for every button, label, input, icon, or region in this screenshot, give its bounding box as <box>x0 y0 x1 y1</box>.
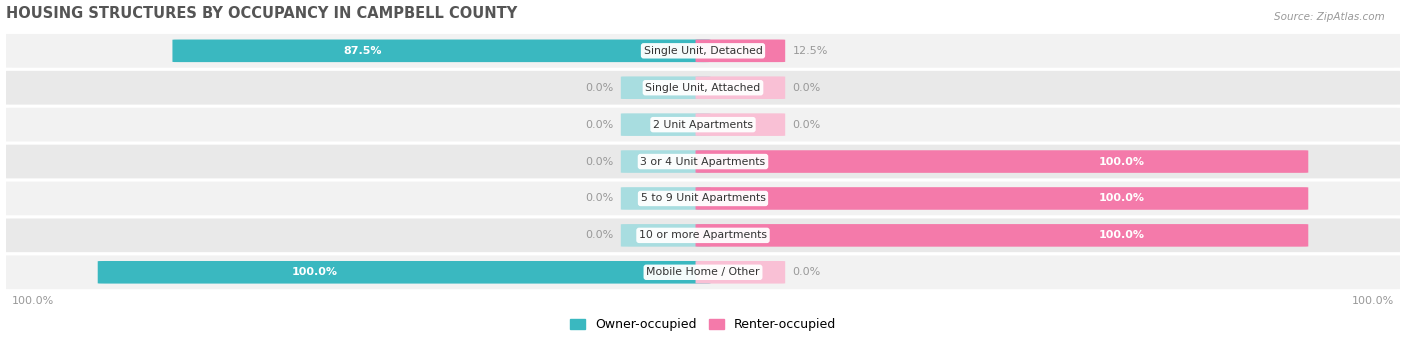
Text: 0.0%: 0.0% <box>793 120 821 130</box>
Text: 100.0%: 100.0% <box>1098 157 1144 166</box>
FancyBboxPatch shape <box>696 224 1308 247</box>
FancyBboxPatch shape <box>0 143 1406 180</box>
Text: 3 or 4 Unit Apartments: 3 or 4 Unit Apartments <box>641 157 765 166</box>
Text: 100.0%: 100.0% <box>11 296 53 306</box>
Text: 5 to 9 Unit Apartments: 5 to 9 Unit Apartments <box>641 193 765 204</box>
Text: 87.5%: 87.5% <box>343 46 382 56</box>
FancyBboxPatch shape <box>621 187 710 210</box>
FancyBboxPatch shape <box>696 150 1308 173</box>
FancyBboxPatch shape <box>0 32 1406 69</box>
Text: 10 or more Apartments: 10 or more Apartments <box>638 231 768 240</box>
FancyBboxPatch shape <box>696 113 785 136</box>
FancyBboxPatch shape <box>0 106 1406 143</box>
FancyBboxPatch shape <box>0 217 1406 254</box>
Text: 0.0%: 0.0% <box>585 157 613 166</box>
Text: Single Unit, Detached: Single Unit, Detached <box>644 46 762 56</box>
FancyBboxPatch shape <box>0 180 1406 217</box>
Text: 0.0%: 0.0% <box>585 193 613 204</box>
FancyBboxPatch shape <box>621 76 710 99</box>
Text: 2 Unit Apartments: 2 Unit Apartments <box>652 120 754 130</box>
FancyBboxPatch shape <box>98 261 710 284</box>
Text: 100.0%: 100.0% <box>1353 296 1395 306</box>
Text: Source: ZipAtlas.com: Source: ZipAtlas.com <box>1274 12 1385 22</box>
FancyBboxPatch shape <box>621 113 710 136</box>
Text: 0.0%: 0.0% <box>585 120 613 130</box>
FancyBboxPatch shape <box>173 40 710 62</box>
Text: 100.0%: 100.0% <box>1098 231 1144 240</box>
FancyBboxPatch shape <box>696 40 785 62</box>
Text: Single Unit, Attached: Single Unit, Attached <box>645 83 761 93</box>
Text: 0.0%: 0.0% <box>585 231 613 240</box>
Text: 0.0%: 0.0% <box>793 83 821 93</box>
FancyBboxPatch shape <box>696 187 1308 210</box>
Text: 0.0%: 0.0% <box>793 267 821 277</box>
Text: 0.0%: 0.0% <box>585 83 613 93</box>
FancyBboxPatch shape <box>621 224 710 247</box>
Text: HOUSING STRUCTURES BY OCCUPANCY IN CAMPBELL COUNTY: HOUSING STRUCTURES BY OCCUPANCY IN CAMPB… <box>6 5 517 20</box>
FancyBboxPatch shape <box>696 261 785 284</box>
FancyBboxPatch shape <box>0 254 1406 291</box>
Text: 12.5%: 12.5% <box>793 46 828 56</box>
FancyBboxPatch shape <box>621 150 710 173</box>
Legend: Owner-occupied, Renter-occupied: Owner-occupied, Renter-occupied <box>565 313 841 336</box>
Text: 100.0%: 100.0% <box>291 267 337 277</box>
FancyBboxPatch shape <box>0 70 1406 106</box>
FancyBboxPatch shape <box>696 76 785 99</box>
Text: 100.0%: 100.0% <box>1098 193 1144 204</box>
Text: Mobile Home / Other: Mobile Home / Other <box>647 267 759 277</box>
